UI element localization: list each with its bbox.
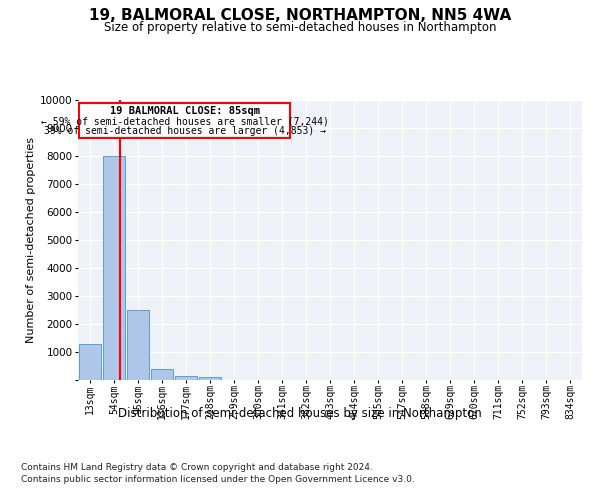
Text: 39% of semi-detached houses are larger (4,853) →: 39% of semi-detached houses are larger (… bbox=[44, 126, 326, 136]
Bar bbox=[103, 156, 125, 380]
Text: 19 BALMORAL CLOSE: 85sqm: 19 BALMORAL CLOSE: 85sqm bbox=[110, 106, 260, 116]
Bar bbox=[79, 344, 101, 380]
Text: Contains HM Land Registry data © Crown copyright and database right 2024.: Contains HM Land Registry data © Crown c… bbox=[21, 462, 373, 471]
Text: ← 59% of semi-detached houses are smaller (7,244): ← 59% of semi-detached houses are smalle… bbox=[41, 116, 329, 126]
Y-axis label: Number of semi-detached properties: Number of semi-detached properties bbox=[26, 137, 35, 343]
Bar bbox=[175, 376, 197, 380]
Text: Distribution of semi-detached houses by size in Northampton: Distribution of semi-detached houses by … bbox=[118, 408, 482, 420]
Bar bbox=[151, 369, 173, 380]
Text: Size of property relative to semi-detached houses in Northampton: Size of property relative to semi-detach… bbox=[104, 21, 496, 34]
FancyBboxPatch shape bbox=[79, 103, 290, 138]
Text: 19, BALMORAL CLOSE, NORTHAMPTON, NN5 4WA: 19, BALMORAL CLOSE, NORTHAMPTON, NN5 4WA bbox=[89, 8, 511, 22]
Bar bbox=[127, 310, 149, 380]
Text: Contains public sector information licensed under the Open Government Licence v3: Contains public sector information licen… bbox=[21, 475, 415, 484]
Bar bbox=[199, 377, 221, 380]
